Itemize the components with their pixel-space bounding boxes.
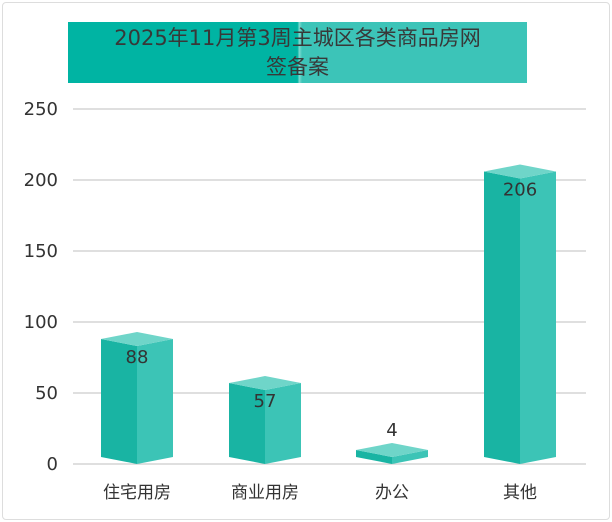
data-label: 57 (254, 391, 277, 412)
bar (229, 376, 301, 464)
chart-title: 2025年11月第3周主城区各类商品房网 签备案 (60, 24, 535, 82)
x-category-label: 住宅用房 (103, 483, 171, 503)
bar (484, 164, 556, 465)
data-label: 4 (386, 420, 397, 441)
bar-left-face (229, 383, 265, 464)
title-banner (68, 22, 527, 83)
bar-right-face (520, 171, 556, 465)
bar-top-face (101, 332, 173, 347)
chart-title-line1: 2025年11月第3周主城区各类商品房网 (114, 26, 481, 50)
bar-top-face (229, 376, 301, 391)
bar-right-face (265, 383, 301, 464)
data-label: 206 (503, 179, 537, 200)
x-category-label: 办公 (375, 483, 409, 503)
chart-title-line2: 签备案 (266, 55, 329, 79)
y-tick-label: 0 (47, 454, 58, 475)
data-label: 88 (126, 347, 149, 368)
y-tick-label: 250 (24, 99, 58, 120)
bar (101, 332, 173, 464)
bar (356, 443, 428, 464)
bar-left-face (356, 450, 392, 464)
y-tick-label: 50 (35, 383, 58, 404)
x-category-label: 其他 (503, 483, 537, 503)
y-tick-label: 200 (24, 170, 58, 191)
x-category-label: 商业用房 (231, 483, 299, 503)
y-tick-label: 150 (24, 241, 58, 262)
bar-left-face (484, 171, 520, 465)
bar-top-face (484, 164, 556, 179)
bar-left-face (101, 339, 137, 464)
y-tick-label: 100 (24, 312, 58, 333)
bar-top-face (356, 443, 428, 457)
bar-right-face (137, 339, 173, 464)
bar-right-face (392, 450, 428, 464)
